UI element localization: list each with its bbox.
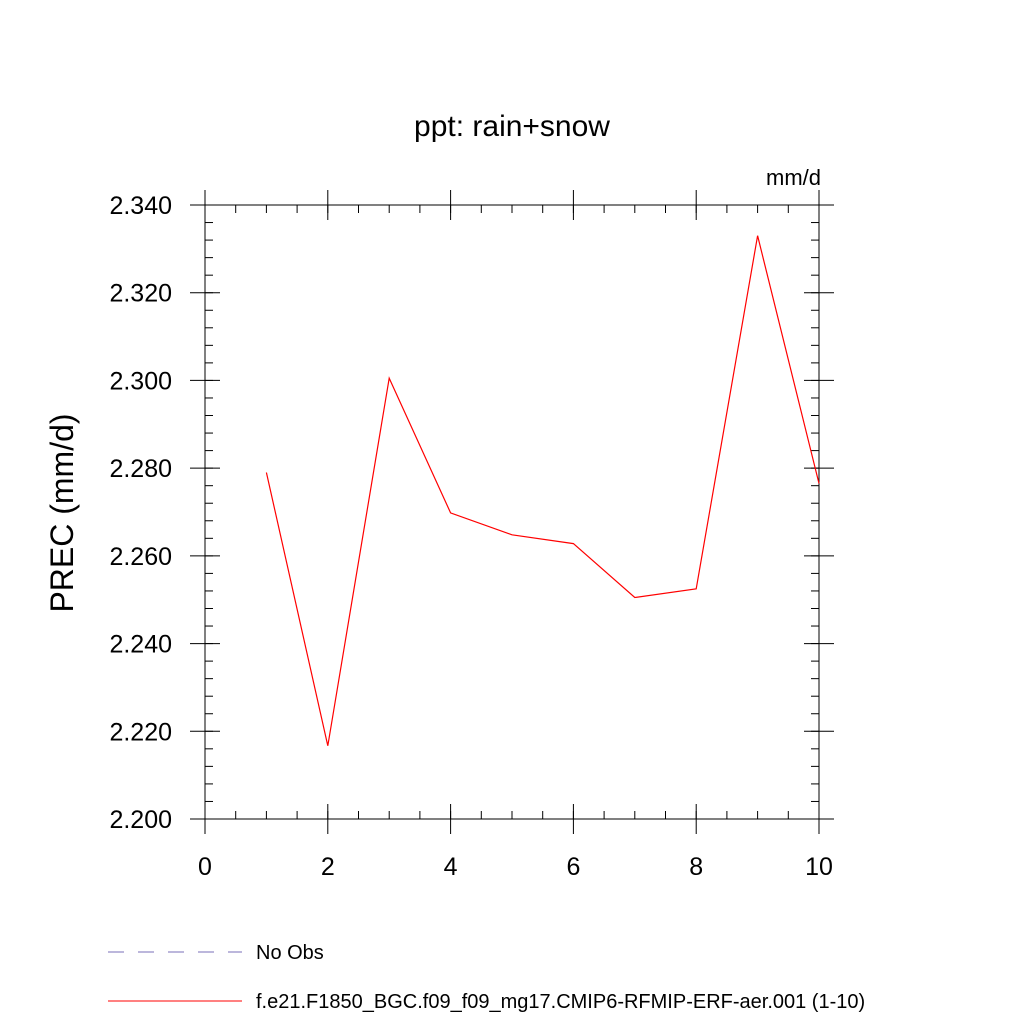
legend-label-1: f.e21.F1850_BGC.f09_f09_mg17.CMIP6-RFMIP… [256, 991, 865, 1013]
legend-label-0: No Obs [256, 942, 324, 964]
x-tick-label: 4 [444, 853, 458, 881]
y-tick-label: 2.260 [109, 543, 172, 571]
units-label: mm/d [766, 165, 821, 190]
axis-ticks [190, 190, 834, 834]
y-tick-label: 2.200 [109, 806, 172, 834]
axis-tick-labels: 0 2 4 6 8 10 2.200 2.220 2.240 2.260 2.280 2.300 2.3… [109, 192, 832, 881]
x-tick-label: 0 [198, 853, 212, 881]
y-axis-label: PREC (mm/d) [44, 413, 80, 612]
series-line-0 [265, 235, 820, 746]
y-tick-label: 2.300 [109, 367, 172, 395]
y-tick-label: 2.240 [109, 631, 172, 659]
y-tick-label: 2.320 [109, 280, 172, 308]
x-tick-label: 10 [805, 853, 833, 881]
series-group [265, 235, 820, 746]
y-tick-label: 2.220 [109, 718, 172, 746]
x-tick-label: 8 [689, 853, 703, 881]
y-tick-label: 2.340 [109, 192, 172, 220]
x-tick-label: 6 [566, 853, 580, 881]
y-tick-label: 2.280 [109, 455, 172, 483]
x-tick-label: 2 [321, 853, 335, 881]
chart-title: ppt: rain+snow [414, 110, 610, 143]
plot-frame [204, 204, 820, 820]
legend: No Obs f.e21.F1850_BGC.f09_f09_mg17.CMIP6… [108, 942, 865, 1013]
